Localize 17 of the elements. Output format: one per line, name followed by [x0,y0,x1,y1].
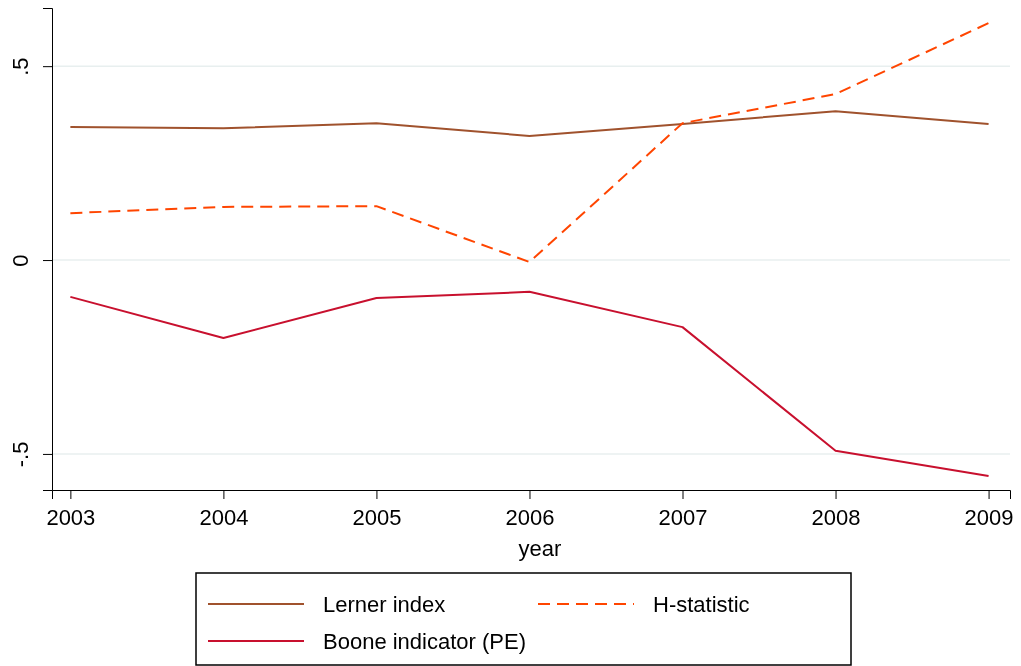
x-tick-label: 2009 [964,505,1014,531]
x-tick-label: 2008 [811,505,861,531]
x-tick-label: 2006 [505,505,555,531]
line-series [69,290,990,478]
legend-label: H-statistic [653,592,750,617]
x-tick-label: 2007 [658,505,708,531]
y-tick-label: 0 [8,254,33,267]
x-tick-label: 2004 [199,505,249,531]
x-axis-title: year [518,536,562,561]
legend-label: Boone indicator (PE) [323,629,526,654]
y-tick-label: .5 [8,57,33,76]
legend-label: Lerner index [323,592,446,617]
x-tick-label: 2005 [352,505,402,531]
line-series [69,110,990,137]
y-tick-label: -.5 [8,441,33,468]
line-series [69,22,990,263]
x-tick-label: 2003 [46,505,96,531]
